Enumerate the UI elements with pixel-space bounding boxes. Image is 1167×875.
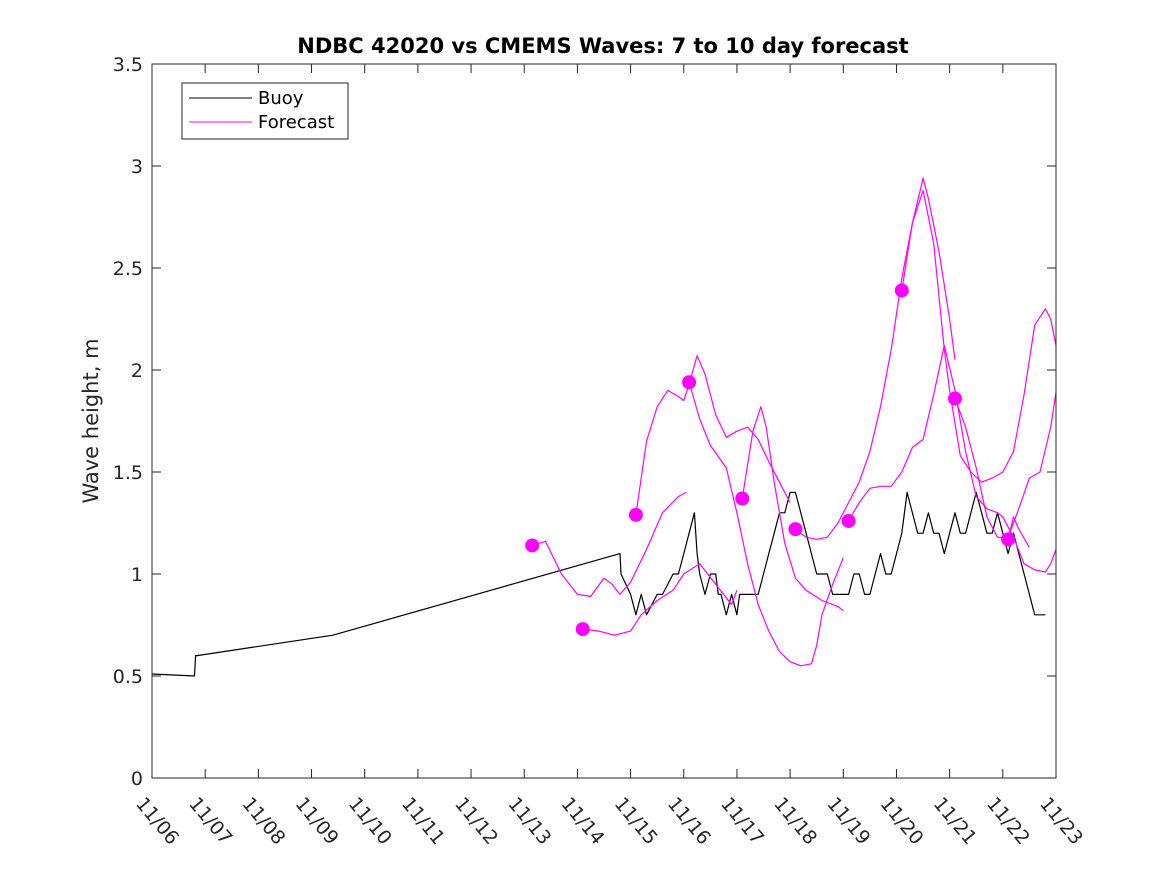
y-tick-label: 3 [131, 156, 143, 178]
plot-frame [151, 63, 1057, 779]
y-tick-label: 2 [131, 360, 143, 382]
forecast-start-marker [735, 491, 750, 506]
y-axis-label: Wave height, m [79, 338, 103, 503]
forecast-series-line-5 [741, 406, 844, 612]
forecast-series-line-10 [1007, 516, 1030, 548]
forecast-start-marker [575, 622, 590, 637]
y-tick-label: 1 [131, 564, 143, 586]
forecast-start-marker [682, 375, 697, 390]
marker-layer [525, 283, 1016, 637]
forecast-start-marker [894, 283, 909, 298]
y-tick-label: 1.5 [113, 462, 143, 484]
plot-area [152, 64, 1056, 778]
forecast-start-marker [628, 507, 643, 522]
legend-buoy-label: Buoy [258, 88, 304, 109]
y-tick-label: 3.5 [113, 54, 143, 76]
forecast-start-marker [525, 538, 540, 553]
forecast-start-marker [1001, 532, 1016, 547]
forecast-series-line-1 [532, 491, 687, 598]
y-tick-label: 0.5 [113, 666, 143, 688]
forecast-start-marker [841, 513, 856, 528]
legend-box [181, 82, 349, 140]
forecast-series-line-2 [582, 563, 738, 636]
forecast-series-line-7 [848, 344, 1057, 573]
legend-forecast-label: Forecast [258, 112, 334, 133]
y-tick-label: 0 [131, 768, 143, 790]
y-tick-label: 2.5 [113, 258, 143, 280]
forecast-series-line-4 [688, 382, 844, 667]
forecast-series-line-3 [635, 355, 791, 515]
buoy-series-line [151, 491, 1046, 677]
forecast-series-line-8 [901, 189, 1057, 483]
forecast-start-marker [947, 391, 962, 406]
legend: Buoy Forecast [181, 82, 349, 140]
forecast-start-marker [788, 522, 803, 537]
forecast-series-line-6 [795, 177, 956, 540]
chart-title: NDBC 42020 vs CMEMS Waves: 7 to 10 day f… [297, 34, 908, 58]
